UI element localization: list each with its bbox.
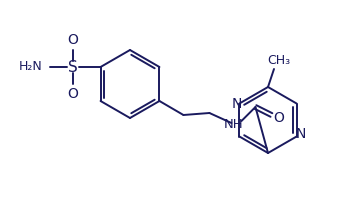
Text: S: S — [68, 60, 77, 75]
Text: CH₃: CH₃ — [267, 55, 291, 67]
Text: N: N — [231, 97, 241, 110]
Text: H₂N: H₂N — [19, 61, 42, 74]
Text: N: N — [295, 127, 306, 141]
Text: O: O — [273, 111, 284, 125]
Text: O: O — [67, 33, 78, 47]
Text: NH: NH — [224, 119, 243, 132]
Text: O: O — [67, 87, 78, 101]
